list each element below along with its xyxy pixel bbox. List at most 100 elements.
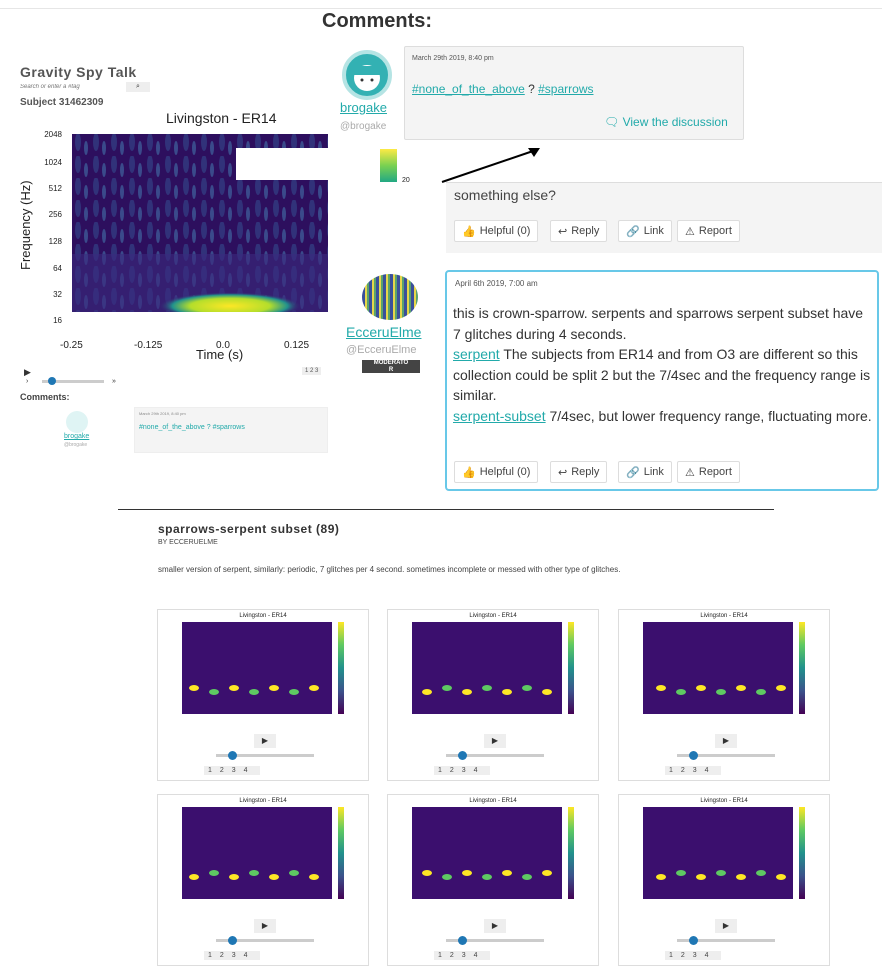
reply-button[interactable]: ↩ Reply [550, 220, 608, 242]
view-discussion-link[interactable]: 🗨 View the discussion [604, 115, 728, 129]
subject-thumbnail[interactable]: Livingston - ER14 ▶ 1234 [157, 794, 369, 966]
glitch-blob [422, 689, 432, 695]
collection-author: BY ECCERUELME [158, 539, 218, 546]
y-axis-label: Frequency (Hz) [18, 180, 33, 270]
username-brogake[interactable]: brogake [340, 100, 387, 115]
glitch-blob [309, 685, 319, 691]
subject-thumbnail[interactable]: Livingston - ER14 ▶ 1234 [618, 794, 830, 966]
frame-pager[interactable]: 1234 [434, 951, 490, 960]
moderator-badge: MODERATO R [362, 360, 420, 373]
chevron-right-icon[interactable]: › [26, 378, 29, 385]
thumb-colorbar [568, 807, 574, 899]
glitch-blob [656, 685, 666, 691]
slider-handle[interactable] [48, 377, 56, 385]
avatar-ecceruelme[interactable] [362, 274, 418, 320]
double-chevron-icon[interactable]: » [112, 378, 116, 385]
frame-slider[interactable] [677, 939, 775, 942]
slider-handle[interactable] [228, 936, 237, 945]
slider-handle[interactable] [458, 751, 467, 760]
collection-description: smaller version of serpent, similarly: p… [158, 565, 621, 574]
helpful-button[interactable]: 👍 Helpful (0) [454, 220, 539, 242]
thumb-colorbar [338, 807, 344, 899]
glitch-blob [656, 874, 666, 880]
frame-pager[interactable]: 1234 [204, 766, 260, 775]
play-button[interactable]: ▶ [715, 734, 737, 748]
slider-handle[interactable] [689, 751, 698, 760]
mini-date: March 29th 2019, 8:40 pm [139, 411, 186, 416]
arrow-annotation [441, 148, 540, 183]
glitch-blob [422, 870, 432, 876]
ytick: 512 [48, 184, 62, 193]
frame-pager[interactable]: 1234 [665, 951, 721, 960]
link-label: Link [643, 466, 664, 478]
frame-slider[interactable] [446, 939, 544, 942]
search-icon: ⌕ [136, 83, 140, 90]
glitch-blob [502, 689, 512, 695]
badge-text: MODERATO [373, 360, 409, 366]
user-avatar-icon [354, 65, 380, 91]
glitch-blob [776, 685, 786, 691]
frame-slider[interactable] [42, 380, 104, 383]
reply-label: Reply [571, 466, 600, 478]
handle-ecceruelme: @EcceruElme [346, 344, 417, 356]
frame-pager[interactable]: 1234 [434, 766, 490, 775]
glitch-blob [209, 689, 219, 695]
frame-slider[interactable] [677, 754, 775, 757]
thumb-colorbar [799, 807, 805, 899]
link-button[interactable]: 🔗 Link [618, 220, 672, 242]
mini-username[interactable]: brogake [64, 433, 90, 440]
search-input[interactable] [20, 82, 125, 92]
reply-button[interactable]: ↩ Reply [550, 461, 608, 483]
thumb-title: Livingston - ER14 [239, 798, 287, 804]
glitch-blob [269, 685, 279, 691]
report-button[interactable]: ⚠ Report [677, 461, 740, 483]
thumb-spectrogram [412, 622, 562, 714]
subject-thumbnail[interactable]: Livingston - ER14 ▶ 1234 [387, 794, 599, 966]
report-label: Report [698, 466, 732, 478]
play-button[interactable]: ▶ [254, 734, 276, 748]
avatar-brogake[interactable] [342, 50, 392, 100]
glitch-blob [289, 870, 299, 876]
xtick: 0.0 [216, 340, 230, 351]
frame-slider[interactable] [216, 754, 314, 757]
glitch-blob [189, 685, 199, 691]
link-button[interactable]: 🔗 Link [618, 461, 672, 483]
glitch-blob [462, 870, 472, 876]
glitch-blob [482, 685, 492, 691]
subject-thumbnail[interactable]: Livingston - ER14 ▶ 1234 [387, 609, 599, 781]
search-button[interactable]: ⌕ [126, 82, 150, 92]
subject-thumbnail[interactable]: Livingston - ER14 ▶ 1234 [157, 609, 369, 781]
ytick: 16 [53, 316, 62, 325]
play-button[interactable]: ▶ [715, 919, 737, 933]
play-button[interactable]: ▶ [24, 367, 31, 377]
slider-handle[interactable] [228, 751, 237, 760]
frame-pager[interactable]: 1234 [665, 766, 721, 775]
avatar[interactable] [66, 411, 88, 433]
tag-link-serpent[interactable]: serpent [453, 346, 500, 363]
subject-thumbnail[interactable]: Livingston - ER14 ▶ 1234 [618, 609, 830, 781]
username-ecceruelme[interactable]: EcceruElme [346, 324, 422, 340]
thumbs-up-icon: 👍 [462, 225, 476, 238]
comment-text: 7/4sec, but lower frequency range, fluct… [545, 407, 872, 424]
slider-handle[interactable] [458, 936, 467, 945]
tag-link[interactable]: #none_of_the_above [412, 82, 525, 96]
helpful-button[interactable]: 👍 Helpful (0) [454, 461, 539, 483]
comments-title: Comments: [322, 10, 433, 32]
frame-pager[interactable]: 1 2 3 [302, 367, 322, 375]
mini-comment-box [134, 407, 328, 453]
tag-link[interactable]: #sparrows [538, 82, 594, 96]
frame-slider[interactable] [216, 939, 314, 942]
report-button[interactable]: ⚠ Report [677, 220, 740, 242]
comment-text: The subjects from ER14 and from O3 are d… [453, 346, 871, 404]
frame-pager[interactable]: 1234 [204, 951, 260, 960]
slider-handle[interactable] [689, 936, 698, 945]
glitch-blob [542, 689, 552, 695]
play-button[interactable]: ▶ [484, 734, 506, 748]
thumb-spectrogram [182, 807, 332, 899]
thumb-title: Livingston - ER14 [469, 613, 517, 619]
mini-tags[interactable]: #none_of_the_above ? #sparrows [139, 424, 245, 431]
frame-slider[interactable] [446, 754, 544, 757]
play-button[interactable]: ▶ [254, 919, 276, 933]
tag-link-serpent-subset[interactable]: serpent-subset [453, 407, 546, 424]
play-button[interactable]: ▶ [484, 919, 506, 933]
